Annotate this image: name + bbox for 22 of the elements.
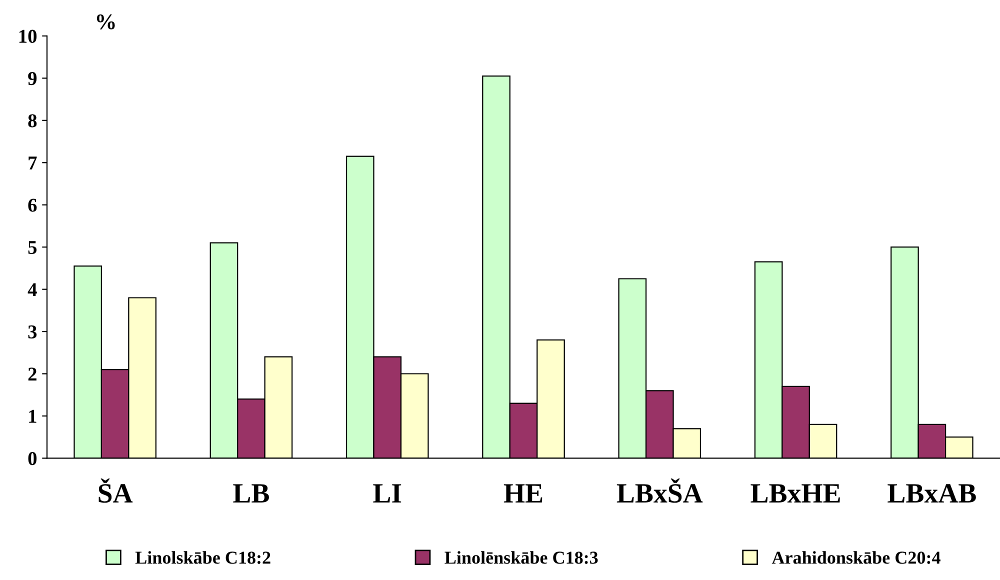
y-tick-label: 2 — [28, 368, 36, 380]
x-tick-label: ŠA — [98, 478, 133, 503]
y-tick-label: 7 — [28, 156, 37, 170]
x-tick-label: LI — [373, 484, 402, 502]
y-tick-label: 4 — [28, 283, 37, 296]
y-tick-label: 0 — [28, 452, 37, 466]
y-tick-label: 6 — [28, 198, 37, 212]
y-tick-label: 1 — [29, 410, 36, 423]
y-tick-label: 8 — [28, 114, 37, 128]
x-tick-label: LBxHE — [750, 484, 840, 503]
y-tick-label: 5 — [28, 241, 37, 254]
y-axis-title: % — [96, 14, 115, 30]
x-tick-label: LBxŠA — [616, 478, 703, 503]
x-tick-label: LB — [233, 484, 269, 503]
legend-label: Linolskābe C18:2 — [135, 551, 270, 564]
x-tick-label: HE — [504, 484, 542, 502]
x-tick-label: LBxAB — [888, 484, 976, 503]
y-tick-label: 3 — [28, 325, 37, 338]
y-tick-label: 10 — [19, 30, 37, 43]
legend-label: Arahidonskābe C20:4 — [772, 551, 940, 564]
y-tick-label: 9 — [28, 72, 37, 86]
legend-label: Linolēnskābe C18:3 — [444, 551, 598, 564]
